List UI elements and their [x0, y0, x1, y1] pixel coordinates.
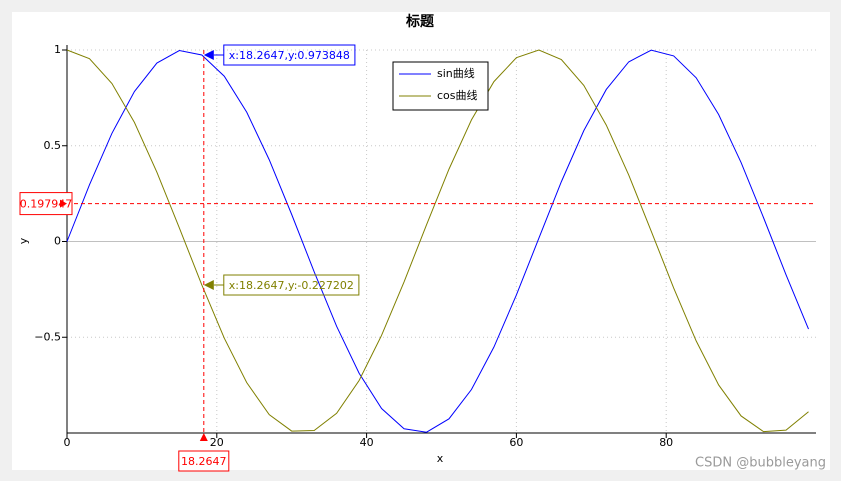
series-line [66, 49, 809, 433]
annotation-box [223, 274, 360, 296]
annotation-label: x:18.2647,y:-0.227202 [229, 279, 354, 292]
crosshair-y-arrow [60, 199, 67, 208]
legend-label: sin曲线 [437, 66, 475, 80]
x-tick-label: 20 [210, 436, 224, 449]
y-tick-label: 1 [54, 43, 61, 56]
x-tick-label: 40 [360, 436, 374, 449]
crosshair-x-arrow [199, 433, 208, 441]
annotation-box [223, 44, 356, 66]
x-tick-label: 0 [64, 436, 71, 449]
legend-box [392, 61, 489, 111]
x-tick-label: 60 [509, 436, 523, 449]
crosshair-y-label: 0.197947 [20, 198, 73, 211]
crosshair-x-box [178, 450, 230, 472]
chart-title: 标题 [405, 13, 435, 30]
annotation-point [203, 280, 214, 291]
y-tick-label: 0.5 [44, 139, 62, 152]
annotation-label: x:18.2647,y:0.973848 [229, 49, 350, 62]
legend-label: cos曲线 [437, 88, 478, 102]
y-tick-label: 0 [54, 235, 61, 248]
y-axis-label: y [17, 237, 30, 244]
crosshair-x-label: 18.2647 [181, 455, 227, 468]
annotation-point [203, 50, 214, 61]
series-line [66, 49, 809, 433]
crosshair-y-box [19, 192, 73, 216]
y-tick-label: −0.5 [34, 330, 61, 343]
watermark: CSDN @bubbleyang [695, 456, 826, 471]
x-tick-label: 80 [659, 436, 673, 449]
x-axis-label: x [437, 452, 444, 465]
